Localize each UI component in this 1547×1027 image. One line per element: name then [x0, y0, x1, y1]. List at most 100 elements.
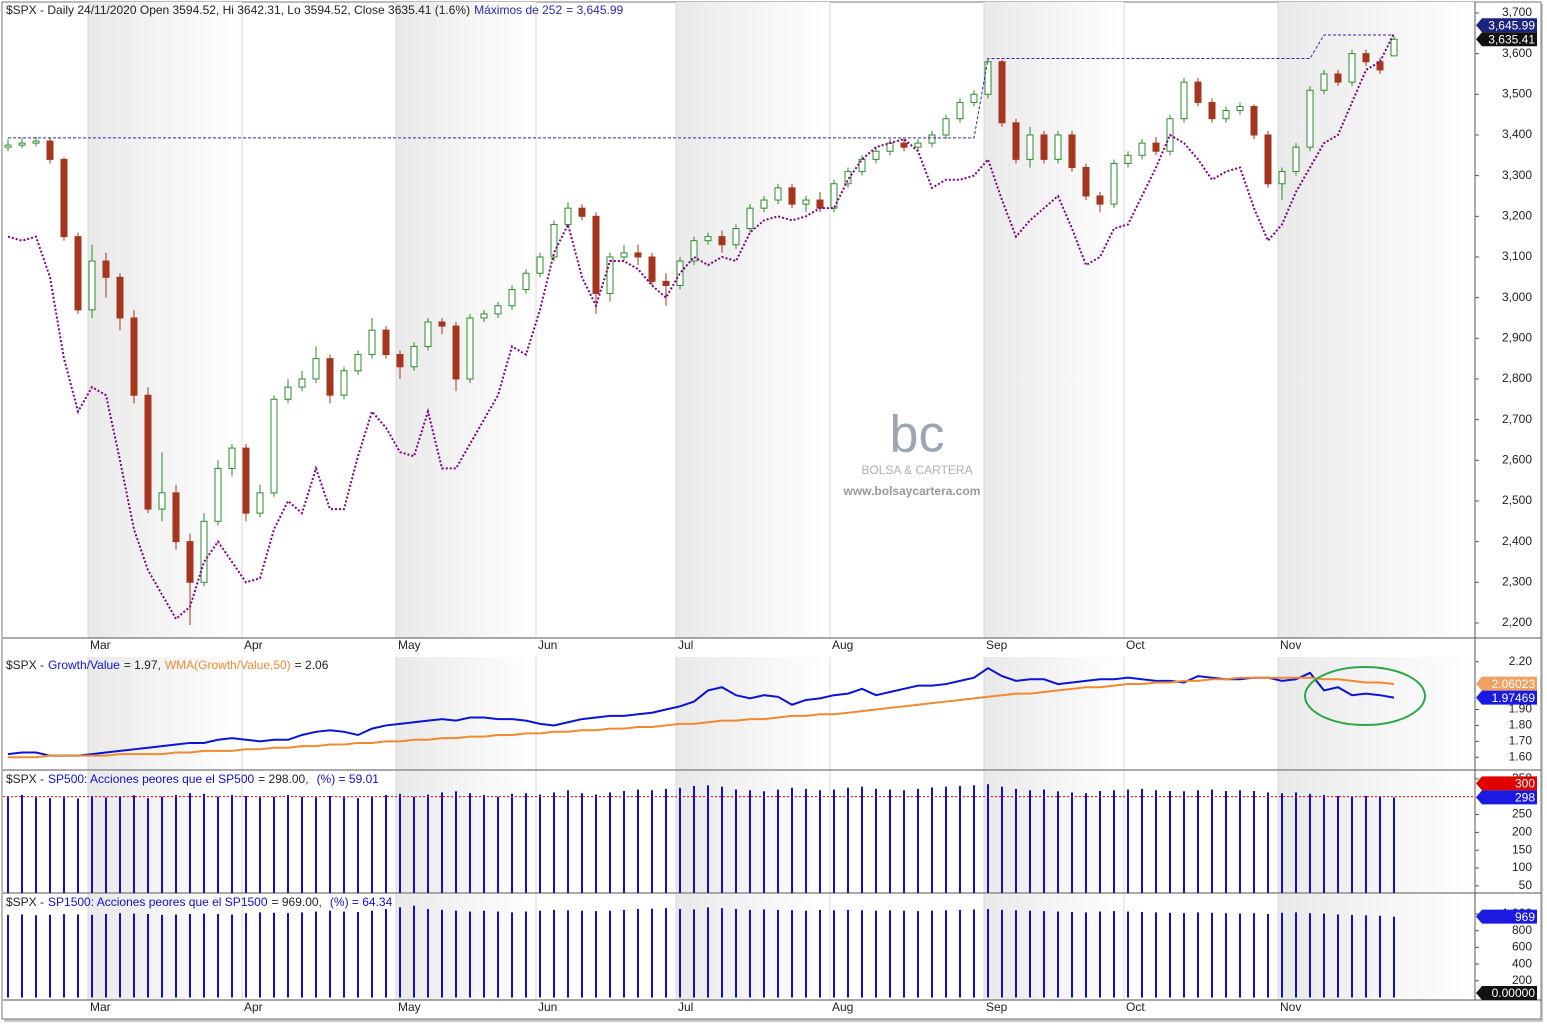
bar — [119, 913, 121, 998]
y-tick-label: 2,700 — [1502, 412, 1532, 426]
y-tick-label: 3,500 — [1502, 86, 1532, 100]
y-tick-label: 2,900 — [1502, 330, 1532, 344]
candle-body — [942, 118, 950, 136]
bar — [1197, 912, 1199, 998]
bar — [315, 797, 317, 893]
bar — [301, 912, 303, 998]
bar — [637, 789, 639, 893]
bar — [959, 785, 961, 893]
y-tick-label: 150 — [1512, 842, 1532, 856]
value-box-label: 298 — [1515, 791, 1535, 805]
y-tick-label: 100 — [1512, 860, 1532, 874]
bar — [1155, 790, 1157, 893]
bar — [903, 790, 905, 893]
bar — [133, 795, 135, 893]
y-tick-label: 2,400 — [1502, 534, 1532, 548]
bar — [735, 789, 737, 893]
bar — [917, 911, 919, 998]
bar — [7, 796, 9, 893]
bar — [1309, 913, 1311, 998]
y-tick-label: 3,200 — [1502, 208, 1532, 222]
candle-body — [130, 317, 138, 396]
bar — [525, 911, 527, 998]
bar — [427, 909, 429, 998]
candle-body — [424, 321, 432, 347]
watermark-url: www.bolsaycartera.com — [843, 484, 981, 498]
bar — [749, 909, 751, 998]
bar — [1169, 912, 1171, 998]
bar — [651, 908, 653, 998]
candle-body — [1138, 142, 1146, 156]
bar — [329, 795, 331, 893]
bar — [105, 914, 107, 998]
bar — [609, 792, 611, 893]
bar — [1029, 790, 1031, 893]
candle-body — [1306, 89, 1314, 148]
candle-body — [900, 142, 908, 148]
bar — [595, 794, 597, 893]
header-prefix: $SPX - — [6, 658, 44, 672]
value-box — [1476, 32, 1537, 47]
x-tick-label: Jul — [678, 1000, 693, 1014]
bar — [889, 789, 891, 893]
bar — [875, 910, 877, 998]
candle-body — [774, 187, 782, 201]
bar — [959, 909, 961, 998]
y-tick-label: 2,500 — [1502, 493, 1532, 507]
bar — [1295, 792, 1297, 893]
value-box-label: 3,635.41 — [1488, 32, 1535, 46]
bar — [1281, 912, 1283, 998]
candle-body — [438, 321, 446, 327]
month-shade — [88, 894, 242, 1000]
bar — [385, 909, 387, 998]
candle-body — [1194, 81, 1202, 103]
y-tick-label: 600 — [1512, 940, 1532, 954]
month-shade — [396, 657, 536, 770]
bar — [245, 913, 247, 998]
value-box — [1476, 18, 1537, 33]
bar — [1043, 789, 1045, 893]
bar — [1281, 793, 1283, 893]
bar — [455, 791, 457, 893]
bar — [1225, 790, 1227, 893]
bar — [357, 798, 359, 893]
bar — [1295, 912, 1297, 998]
bar — [665, 908, 667, 998]
y-tick-label: 3,400 — [1502, 127, 1532, 141]
bar — [581, 793, 583, 893]
bar — [1239, 913, 1241, 998]
bar — [987, 909, 989, 998]
bar — [1001, 909, 1003, 998]
legend-name: SP500: Acciones peores que el SP500 — [48, 772, 254, 786]
bar — [1351, 914, 1353, 998]
bar — [819, 790, 821, 893]
bar — [847, 909, 849, 998]
candle-body — [214, 467, 222, 522]
bar — [1183, 791, 1185, 893]
y-tick-label: 1.90 — [1509, 702, 1533, 716]
y-tick-label: 400 — [1512, 956, 1532, 970]
candle-body — [186, 541, 194, 583]
candle-body — [1390, 38, 1398, 57]
bar — [49, 914, 51, 998]
bar — [1155, 912, 1157, 998]
candle-body — [242, 447, 250, 514]
candle-body — [956, 101, 964, 120]
bar — [161, 914, 163, 998]
bar — [329, 910, 331, 998]
bar — [399, 793, 401, 893]
watermark-name: BOLSA & CARTERA — [861, 463, 972, 477]
value-box-label: 0.00000 — [1492, 986, 1536, 1000]
x-tick-label: Mar — [90, 638, 111, 652]
bar — [889, 910, 891, 998]
candle-body — [634, 252, 642, 258]
bar — [287, 794, 289, 893]
value-box-label: 969 — [1515, 910, 1535, 924]
candle-body — [536, 256, 544, 274]
y-tick-label: 2,600 — [1502, 452, 1532, 466]
value-box — [1476, 909, 1537, 924]
bar — [945, 786, 947, 893]
candle-body — [1026, 134, 1034, 160]
x-tick-label: Apr — [244, 638, 263, 652]
candle-body — [1222, 110, 1230, 120]
